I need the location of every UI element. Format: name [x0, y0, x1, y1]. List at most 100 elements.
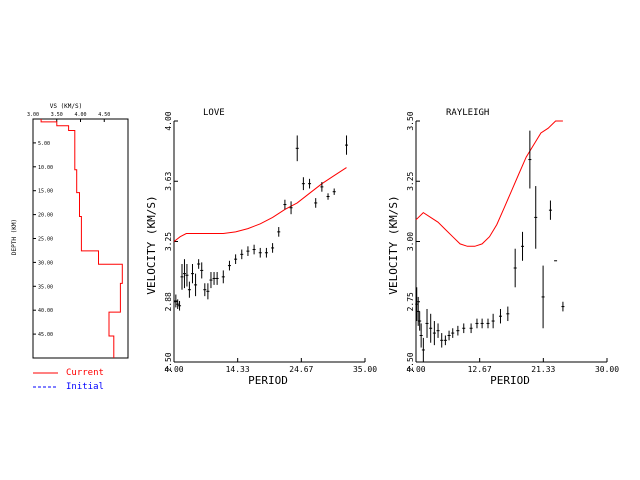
model-y-tick-label: 15.00 — [38, 189, 53, 195]
love-y-tick-label: 3.25 — [164, 232, 173, 251]
rayleigh-data-point — [469, 323, 473, 334]
love-data-point — [200, 262, 204, 279]
model-x-tick-label: 4.50 — [98, 112, 110, 118]
rayleigh-data-point — [451, 328, 455, 338]
legend-current-label: Current — [66, 368, 104, 378]
love-y-ticks: 2.50 2.88 3.25 3.63 4.00 — [164, 111, 178, 372]
love-y-tick-label: 2.88 — [164, 292, 173, 311]
legend: Current Initial — [33, 368, 104, 392]
model-y-ticks: 5.00 10.00 15.00 20.00 25.00 30.00 35.00 40.00 4… — [33, 141, 53, 338]
love-data-point — [240, 249, 244, 260]
model-y-tick-label: 30.00 — [38, 260, 53, 266]
love-y-label: VELOCITY (KM/S) — [145, 195, 158, 294]
rayleigh-x-tick-label: 12.67 — [468, 365, 492, 374]
model-y-label: DEPTH (KM) — [11, 219, 18, 255]
love-data-point — [221, 270, 225, 284]
love-data-point — [185, 263, 189, 287]
love-panel: LOVE PERIOD VELOCITY (KM/S) 4.00 14.33 24.… — [145, 108, 377, 387]
love-x-tick-label: 24.67 — [289, 365, 313, 374]
rayleigh-y-ticks: 2.50 2.75 3.00 3.25 3.50 — [406, 111, 420, 372]
love-data-point — [326, 193, 330, 200]
rayleigh-y-tick-label: 3.50 — [406, 111, 415, 130]
rayleigh-observed-points — [415, 130, 565, 362]
rayleigh-data-point — [475, 318, 479, 329]
rayleigh-data-point — [506, 306, 510, 322]
rayleigh-data-point — [436, 323, 440, 338]
love-data-point — [283, 199, 287, 210]
rayleigh-data-point — [498, 308, 502, 324]
model-x-label: VS (KM/S) — [50, 103, 83, 110]
model-y-tick-label: 25.00 — [38, 237, 53, 243]
model-y-tick-label: 35.00 — [38, 284, 53, 290]
love-observed-points — [174, 135, 349, 311]
love-data-point — [314, 198, 318, 208]
model-y-tick-label: 10.00 — [38, 165, 53, 171]
love-y-tick-label: 3.63 — [164, 171, 173, 190]
rayleigh-data-point — [548, 200, 552, 220]
love-y-tick-label: 4.00 — [164, 111, 173, 130]
model-x-tick-label: 4.00 — [74, 112, 86, 118]
rayleigh-y-tick-label: 2.50 — [406, 352, 415, 371]
love-data-point — [212, 272, 216, 285]
love-x-label: PERIOD — [248, 374, 288, 387]
rayleigh-data-point — [421, 337, 425, 362]
rayleigh-title: RAYLEIGH — [446, 108, 489, 118]
love-x-ticks: 4.00 14.33 24.67 35.00 — [164, 358, 377, 374]
rayleigh-data-point — [521, 231, 525, 261]
vs-depth-panel: VS (KM/S) DEPTH (KM) 3.00 3.50 4.00 4.50 5.… — [11, 103, 129, 392]
rayleigh-y-tick-label: 3.00 — [406, 232, 415, 251]
rayleigh-data-point — [419, 323, 423, 348]
model-x-ticks: 3.00 3.50 4.00 4.50 — [27, 112, 110, 122]
love-data-point — [320, 182, 324, 192]
rayleigh-data-point — [491, 313, 495, 329]
model-y-tick-label: 5.00 — [38, 141, 50, 147]
love-data-point — [308, 178, 312, 189]
love-data-point — [209, 272, 213, 289]
rayleigh-predicted-line — [415, 120, 563, 247]
rayleigh-data-point — [462, 323, 466, 334]
rayleigh-data-point — [541, 265, 545, 329]
love-data-point — [178, 300, 182, 311]
love-data-point — [295, 135, 299, 162]
love-data-point — [271, 243, 275, 253]
legend-initial-label: Initial — [66, 382, 104, 392]
model-y-tick-label: 40.00 — [38, 308, 53, 314]
rayleigh-data-point — [429, 313, 433, 343]
love-y-tick-label: 2.50 — [164, 352, 173, 371]
love-data-point — [180, 263, 184, 290]
rayleigh-data-point — [425, 308, 429, 338]
love-data-point — [345, 135, 349, 155]
love-data-point — [258, 247, 262, 258]
rayleigh-data-point — [561, 301, 565, 312]
love-data-point — [264, 247, 268, 258]
love-title: LOVE — [203, 108, 225, 118]
love-x-tick-label: 14.33 — [226, 365, 250, 374]
rayleigh-data-point — [528, 130, 532, 189]
love-x-tick-label: 35.00 — [353, 365, 377, 374]
rayleigh-y-tick-label: 2.75 — [406, 292, 415, 311]
love-data-point — [187, 281, 191, 298]
love-data-point — [227, 260, 231, 271]
love-x-tick-label: 4.00 — [164, 365, 183, 374]
love-data-point — [206, 283, 210, 300]
rayleigh-x-tick-label: 4.00 — [406, 365, 425, 374]
rayleigh-data-point — [443, 335, 447, 346]
love-data-point — [197, 259, 201, 269]
rayleigh-y-label: VELOCITY (KM/S) — [387, 195, 400, 294]
love-data-point — [190, 263, 194, 284]
rayleigh-data-point — [440, 333, 444, 348]
love-data-point — [289, 201, 293, 215]
model-y-tick-label: 45.00 — [38, 332, 53, 338]
love-data-point — [277, 227, 281, 237]
rayleigh-data-point — [486, 318, 490, 329]
love-data-point — [252, 244, 256, 255]
love-data-point — [176, 299, 180, 309]
love-data-point — [332, 188, 336, 195]
rayleigh-data-point — [432, 321, 436, 346]
rayleigh-data-point — [447, 330, 451, 341]
rayleigh-x-ticks: 4.00 12.67 21.33 30.00 — [406, 358, 619, 374]
love-data-point — [182, 259, 186, 289]
rayleigh-data-point — [534, 186, 538, 249]
rayleigh-data-point — [418, 311, 422, 331]
